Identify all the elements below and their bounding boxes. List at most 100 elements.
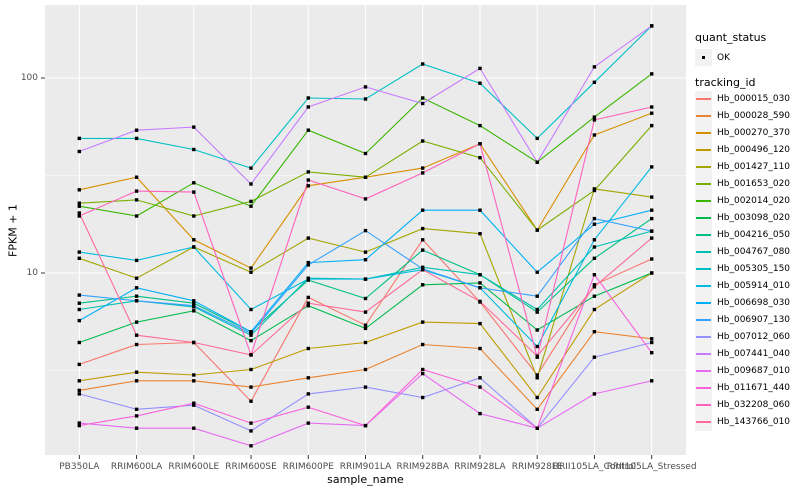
data-point[interactable] [249, 199, 253, 204]
data-point[interactable] [134, 294, 139, 298]
data-point[interactable] [363, 326, 368, 331]
data-point[interactable] [249, 353, 253, 357]
data-point[interactable] [535, 344, 539, 349]
data-point[interactable] [650, 216, 654, 221]
data-point[interactable] [306, 170, 310, 174]
data-point[interactable] [650, 340, 654, 345]
data-point[interactable] [192, 147, 196, 152]
legend-item-Hb_000496_120[interactable]: Hb_000496_120 [695, 141, 790, 159]
data-point[interactable] [77, 250, 81, 254]
data-point[interactable] [134, 426, 139, 430]
data-point[interactable] [478, 286, 482, 290]
data-point[interactable] [306, 178, 310, 182]
data-point[interactable] [134, 342, 139, 347]
data-point[interactable] [306, 376, 310, 380]
data-point[interactable] [363, 367, 368, 372]
data-point[interactable] [650, 229, 654, 233]
data-point[interactable] [363, 258, 368, 262]
data-point[interactable] [134, 286, 139, 290]
data-point[interactable] [363, 228, 368, 233]
data-point[interactable] [77, 307, 81, 312]
data-point[interactable] [421, 62, 425, 66]
data-point[interactable] [421, 342, 425, 347]
data-point[interactable] [306, 263, 310, 267]
data-point[interactable] [192, 304, 196, 308]
data-point[interactable] [478, 81, 482, 85]
data-point[interactable] [421, 395, 425, 400]
data-point[interactable] [306, 421, 310, 425]
data-point[interactable] [306, 346, 310, 351]
data-point[interactable] [249, 338, 253, 343]
data-point[interactable] [192, 379, 196, 383]
data-point[interactable] [134, 136, 139, 141]
data-point[interactable] [77, 204, 81, 208]
data-point[interactable] [535, 307, 539, 312]
data-point[interactable] [650, 351, 654, 355]
data-point[interactable] [134, 189, 139, 193]
data-point[interactable] [77, 318, 81, 323]
data-point[interactable] [192, 190, 196, 194]
data-point[interactable] [192, 301, 196, 305]
data-point[interactable] [77, 379, 81, 383]
data-point[interactable] [421, 208, 425, 212]
data-point[interactable] [249, 331, 253, 336]
data-point[interactable] [535, 270, 539, 274]
data-point[interactable] [192, 181, 196, 185]
data-point[interactable] [592, 285, 597, 289]
data-point[interactable] [134, 214, 139, 218]
data-point[interactable] [535, 136, 539, 141]
data-point[interactable] [306, 105, 310, 109]
data-point[interactable] [363, 310, 368, 314]
data-point[interactable] [650, 271, 654, 275]
data-point[interactable] [535, 376, 539, 380]
data-point[interactable] [421, 101, 425, 106]
data-point[interactable] [592, 188, 597, 193]
data-point[interactable] [249, 266, 253, 270]
legend-item-quant-ok[interactable]: OK [695, 49, 730, 66]
data-point[interactable] [363, 250, 368, 254]
data-point[interactable] [592, 238, 597, 242]
data-point[interactable] [421, 320, 425, 324]
data-point[interactable] [363, 423, 368, 428]
legend-item-Hb_001653_020[interactable]: Hb_001653_020 [695, 175, 790, 193]
data-point[interactable] [134, 370, 139, 374]
data-point[interactable] [363, 85, 368, 89]
legend-item-Hb_005305_150[interactable]: Hb_005305_150 [695, 260, 790, 278]
data-point[interactable] [306, 260, 310, 265]
data-point[interactable] [77, 362, 81, 367]
legend-item-Hb_007441_040[interactable]: Hb_007441_040 [695, 345, 790, 363]
data-point[interactable] [421, 283, 425, 287]
data-point[interactable] [421, 248, 425, 252]
data-point[interactable] [421, 226, 425, 231]
data-point[interactable] [592, 222, 597, 226]
data-point[interactable] [478, 208, 482, 212]
data-point[interactable] [192, 238, 196, 242]
legend-item-Hb_000270_370[interactable]: Hb_000270_370 [695, 124, 790, 142]
data-point[interactable] [249, 182, 253, 186]
legend-item-Hb_006698_030[interactable]: Hb_006698_030 [695, 294, 790, 312]
data-point[interactable] [592, 256, 597, 260]
data-point[interactable] [421, 238, 425, 242]
data-point[interactable] [478, 411, 482, 416]
data-point[interactable] [192, 426, 196, 430]
data-point[interactable] [535, 407, 539, 411]
data-point[interactable] [650, 123, 654, 128]
data-point[interactable] [77, 293, 81, 297]
data-point[interactable] [592, 118, 597, 122]
legend-item-Hb_006907_130[interactable]: Hb_006907_130 [695, 311, 790, 329]
legend-item-Hb_003098_020[interactable]: Hb_003098_020 [695, 209, 790, 227]
data-point[interactable] [363, 197, 368, 201]
data-point[interactable] [306, 405, 310, 409]
data-point[interactable] [306, 295, 310, 300]
data-point[interactable] [478, 232, 482, 236]
data-point[interactable] [77, 149, 81, 154]
data-point[interactable] [77, 256, 81, 260]
legend-item-Hb_000015_030[interactable]: Hb_000015_030 [695, 90, 790, 108]
legend-item-Hb_001427_110[interactable]: Hb_001427_110 [695, 158, 790, 176]
data-point[interactable] [478, 273, 482, 277]
data-point[interactable] [249, 307, 253, 312]
data-point[interactable] [478, 385, 482, 389]
legend-item-Hb_004216_050[interactable]: Hb_004216_050 [695, 226, 790, 244]
data-point[interactable] [306, 277, 310, 281]
data-point[interactable] [192, 340, 196, 345]
